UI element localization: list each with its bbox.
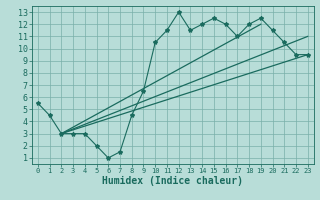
X-axis label: Humidex (Indice chaleur): Humidex (Indice chaleur) bbox=[102, 176, 243, 186]
